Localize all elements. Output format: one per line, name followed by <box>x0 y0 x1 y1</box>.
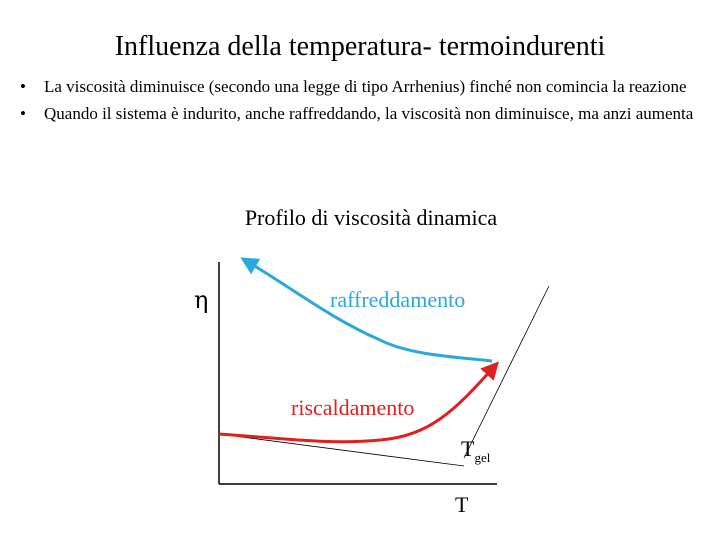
gel-label-sub: gel <box>474 450 491 465</box>
gel-temperature-label: Tgel <box>461 436 490 466</box>
baseline-line <box>218 433 465 467</box>
cooling-label: raffreddamento <box>330 287 466 312</box>
bullet-item-2: • Quando il sistema è indurito, anche ra… <box>20 103 700 124</box>
bullet-text: La viscosità diminuisce (secondo una leg… <box>44 77 687 96</box>
y-axis-label: η <box>194 286 209 314</box>
bullet-text: Quando il sistema è indurito, anche raff… <box>44 104 694 123</box>
bullet-marker: • <box>20 104 26 123</box>
cooling-curve <box>240 257 493 363</box>
slide-title: Influenza della temperatura- termoindure… <box>114 31 606 62</box>
heating-curve <box>218 361 500 444</box>
bullet-item-1: • La viscosità diminuisce (secondo una l… <box>20 76 700 97</box>
gel-label-main: T <box>461 436 475 461</box>
diagram-title: Profilo di viscosità dinamica <box>244 205 498 230</box>
heating-label: riscaldamento <box>291 395 415 420</box>
bullet-list: • La viscosità diminuisce (secondo una l… <box>20 76 700 130</box>
gel-line <box>463 285 550 459</box>
x-axis-label: T <box>455 492 469 517</box>
bullet-marker: • <box>20 77 26 96</box>
